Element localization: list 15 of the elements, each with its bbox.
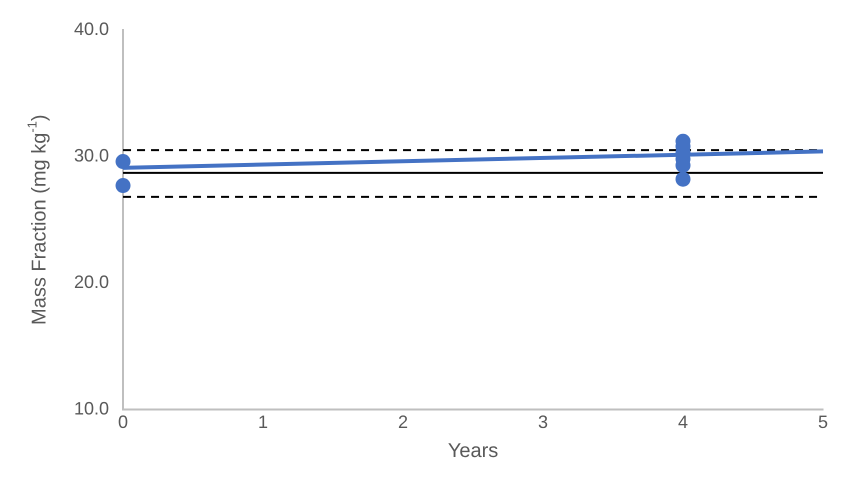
x-tick-label: 5: [818, 412, 828, 432]
x-tick-label: 2: [398, 412, 408, 432]
x-tick-label: 3: [538, 412, 548, 432]
y-tick-label: 20.0: [74, 272, 110, 292]
x-tick-label: 0: [118, 412, 128, 432]
point: [116, 178, 131, 194]
point: [116, 154, 131, 170]
y-tick-label: 10.0: [74, 398, 110, 418]
x-tick-label: 4: [678, 412, 688, 432]
point: [676, 172, 691, 187]
y-tick-label: 40.0: [74, 18, 110, 39]
x-axis-title: Years: [448, 440, 498, 462]
y-tick-label: 30.0: [74, 145, 110, 166]
y-axis-title: Mass Fraction (mg kg-1): [24, 114, 51, 325]
x-tick-label: 1: [258, 412, 268, 432]
